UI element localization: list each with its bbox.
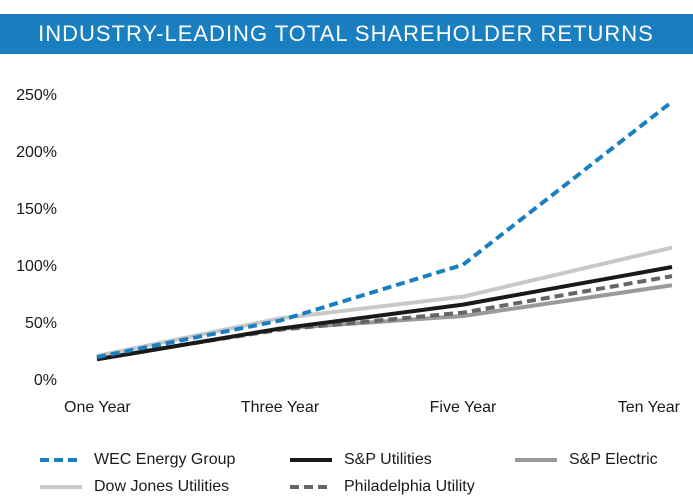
x-tick-label: Five Year: [430, 399, 497, 416]
y-tick-label: 250%: [16, 87, 57, 104]
series-line: [96, 283, 673, 362]
x-tick-label: Three Year: [241, 399, 320, 416]
y-tick-label: 200%: [16, 144, 57, 161]
chart-title: INDUSTRY-LEADING TOTAL SHAREHOLDER RETUR…: [38, 21, 654, 46]
legend-label: S&P Utilities: [344, 451, 432, 468]
series-line: [96, 245, 673, 358]
y-tick-label: 150%: [16, 201, 57, 218]
y-tick-label: 0%: [34, 372, 57, 389]
y-tick-label: 100%: [16, 258, 57, 275]
legend-label: WEC Energy Group: [94, 451, 235, 468]
title-banner: [0, 14, 693, 54]
x-tick-label: One Year: [64, 399, 131, 416]
legend-label: Dow Jones Utilities: [94, 478, 229, 495]
legend-label: S&P Electric: [569, 451, 658, 468]
series-line: [96, 265, 673, 362]
y-tick-label: 50%: [25, 315, 57, 332]
legend-label: Philadelphia Utility: [344, 478, 475, 495]
series-line: [96, 100, 674, 360]
x-tick-label: Ten Year: [618, 399, 681, 416]
